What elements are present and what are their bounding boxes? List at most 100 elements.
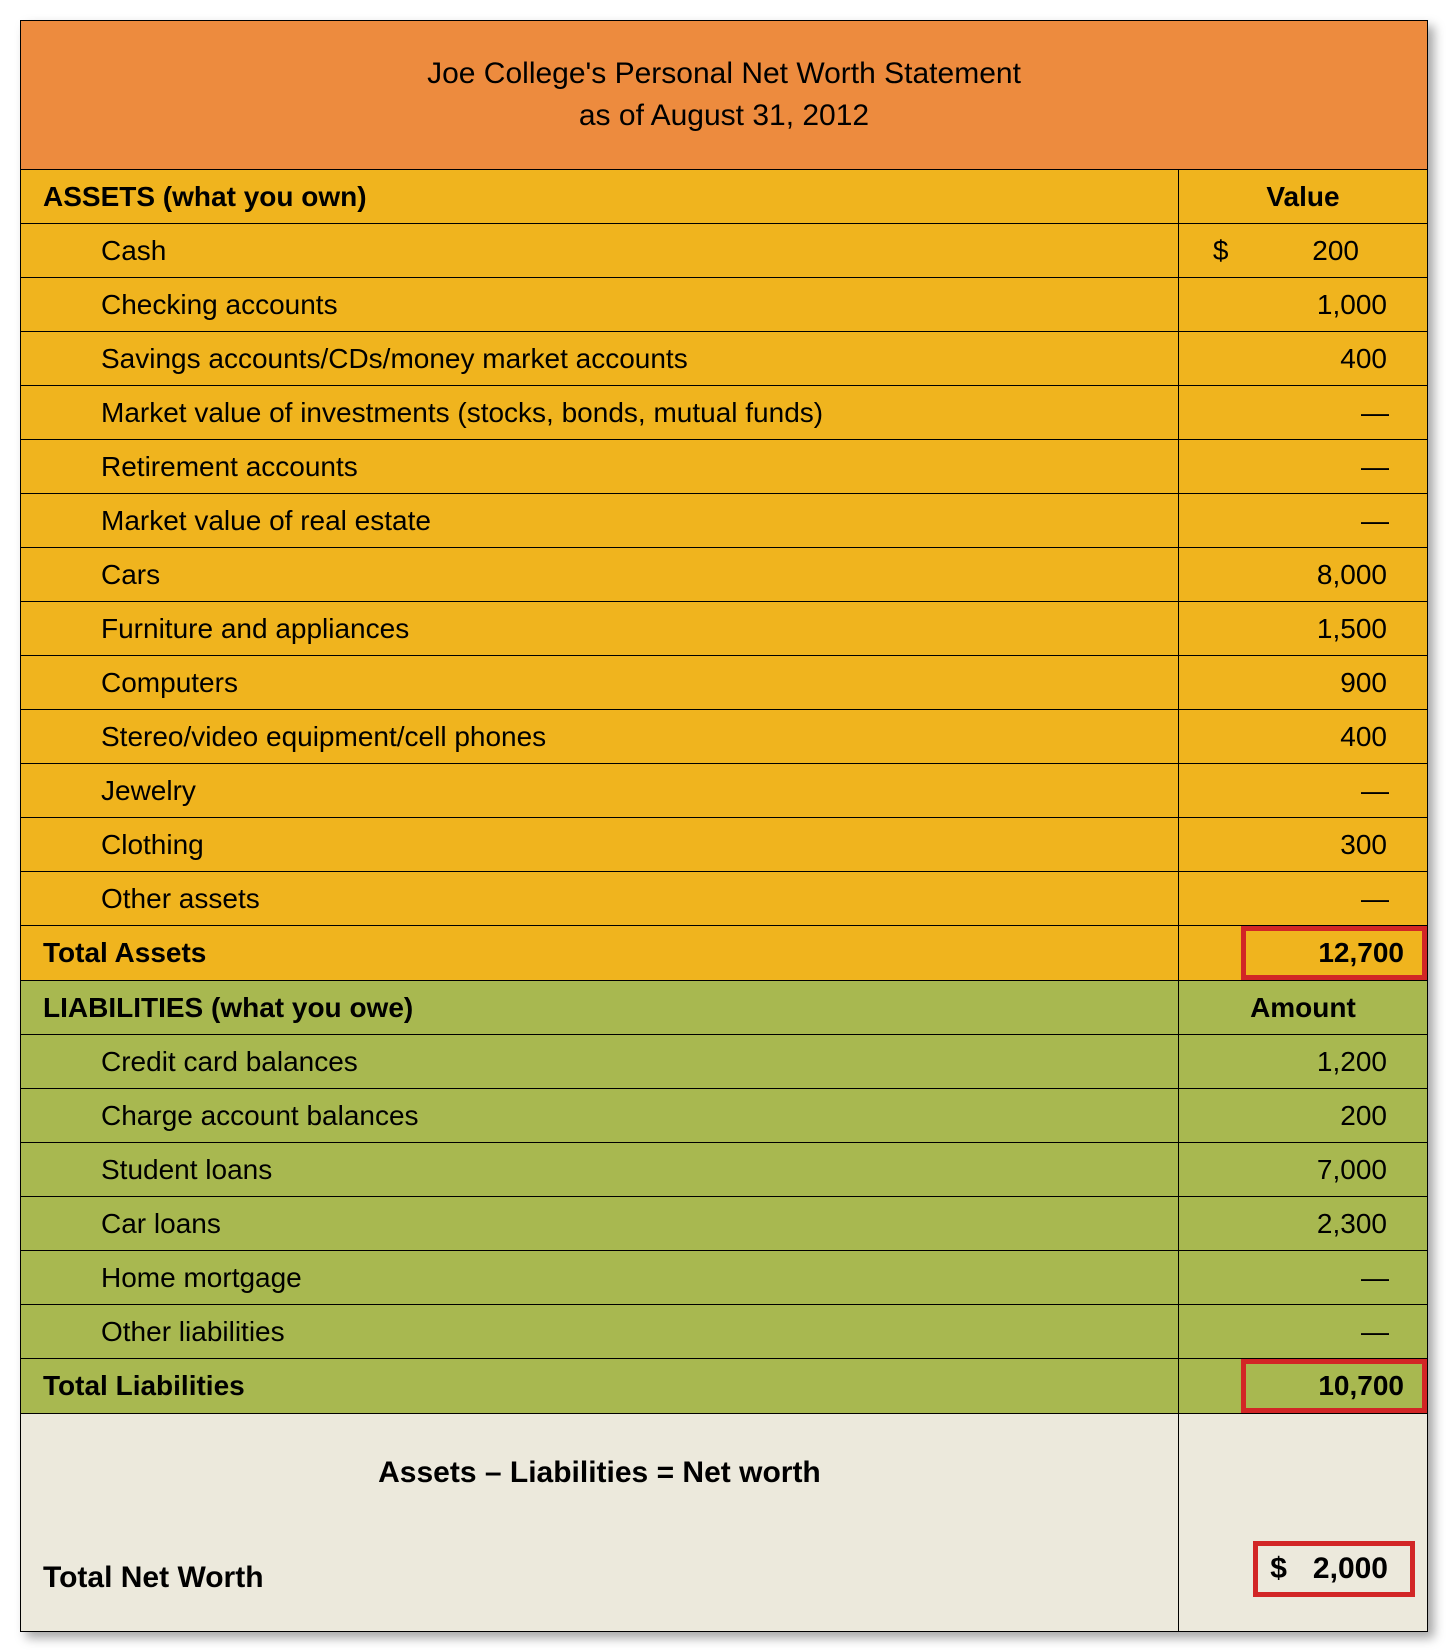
asset-value: 8,000 [1178,548,1427,602]
value-text: — [1287,397,1399,429]
total-assets-row: Total Assets 12,700 [21,926,1428,981]
assets-header-row: ASSETS (what you own) Value [21,170,1428,224]
currency-symbol: $ [1213,235,1229,267]
asset-row: Clothing 300 [21,818,1428,872]
asset-row: Cash$200 [21,224,1428,278]
liability-label: Home mortgage [21,1251,1179,1305]
liability-row: Car loans 2,300 [21,1197,1428,1251]
asset-value: — [1178,386,1427,440]
value-text: — [1287,451,1399,483]
asset-label: Computers [21,656,1179,710]
asset-row: Retirement accounts — [21,440,1428,494]
value-text: — [1287,1316,1399,1348]
value-text: 400 [1287,721,1399,753]
liability-row: Charge account balances 200 [21,1089,1428,1143]
value-text: 2,300 [1287,1208,1399,1240]
total-liabilities-value: 10,700 [1241,1359,1427,1413]
liability-value: 2,300 [1178,1197,1427,1251]
value-text: 1,200 [1287,1046,1399,1078]
asset-row: Savings accounts/CDs/money market accoun… [21,332,1428,386]
asset-row: Jewelry — [21,764,1428,818]
asset-label: Jewelry [21,764,1179,818]
asset-label: Savings accounts/CDs/money market accoun… [21,332,1179,386]
value-text: 1,500 [1287,613,1399,645]
statement-title: Joe College's Personal Net Worth Stateme… [21,21,1428,170]
value-text: 400 [1287,343,1399,375]
liability-label: Other liabilities [21,1305,1179,1359]
value-text: 900 [1287,667,1399,699]
liability-value: 7,000 [1178,1143,1427,1197]
asset-value: — [1178,872,1427,926]
total-liabilities-value-cell: 10,700 [1178,1359,1427,1414]
asset-row: Checking accounts1,000 [21,278,1428,332]
asset-value: 900 [1178,656,1427,710]
liability-row: Other liabilities — [21,1305,1428,1359]
net-worth-currency: $ [1270,1552,1287,1586]
net-worth-value-box: $ 2,000 [1253,1541,1415,1597]
asset-value: 300 [1178,818,1427,872]
title-line-2: as of August 31, 2012 [21,95,1427,137]
title-row: Joe College's Personal Net Worth Stateme… [21,21,1428,170]
asset-row: Market value of real estate — [21,494,1428,548]
asset-row: Other assets — [21,872,1428,926]
net-worth-row: Assets – Liabilities = Net worth Total N… [21,1414,1428,1632]
net-worth-total-label: Total Net Worth [43,1561,264,1595]
liability-row: Credit card balances 1,200 [21,1035,1428,1089]
liability-value: 200 [1178,1089,1427,1143]
value-text: 8,000 [1287,559,1399,591]
total-assets-value-cell: 12,700 [1178,926,1427,981]
asset-value: 400 [1178,710,1427,764]
liability-row: Home mortgage — [21,1251,1428,1305]
net-worth-formula: Assets – Liabilities = Net worth [21,1456,1178,1490]
asset-label: Furniture and appliances [21,602,1179,656]
asset-label: Other assets [21,872,1179,926]
asset-value: 1,000 [1178,278,1427,332]
net-worth-value: 2,000 [1313,1552,1388,1586]
net-worth-left: Assets – Liabilities = Net worth Total N… [21,1414,1179,1632]
value-text: — [1287,505,1399,537]
asset-value: $200 [1178,224,1427,278]
value-text: 200 [1312,235,1359,267]
assets-value-header: Value [1178,170,1427,224]
value-text: — [1287,883,1399,915]
liability-value: 1,200 [1178,1035,1427,1089]
asset-label: Stereo/video equipment/cell phones [21,710,1179,764]
asset-value: 400 [1178,332,1427,386]
value-text: — [1287,775,1399,807]
asset-value: — [1178,494,1427,548]
title-line-1: Joe College's Personal Net Worth Stateme… [21,53,1427,95]
liability-value: — [1178,1251,1427,1305]
asset-row: Cars 8,000 [21,548,1428,602]
value-text: 7,000 [1287,1154,1399,1186]
asset-label: Cars [21,548,1179,602]
asset-label: Market value of real estate [21,494,1179,548]
asset-row: Market value of investments (stocks, bon… [21,386,1428,440]
asset-label: Clothing [21,818,1179,872]
total-liabilities-label: Total Liabilities [21,1359,1179,1414]
liability-label: Charge account balances [21,1089,1179,1143]
liability-value: — [1178,1305,1427,1359]
asset-row: Stereo/video equipment/cell phones 400 [21,710,1428,764]
total-assets-label: Total Assets [21,926,1179,981]
asset-label: Retirement accounts [21,440,1179,494]
value-text: 300 [1287,829,1399,861]
value-text: 200 [1287,1100,1399,1132]
liabilities-header-row: LIABILITIES (what you owe) Amount [21,981,1428,1035]
liabilities-header-label: LIABILITIES (what you owe) [21,981,1179,1035]
total-assets-value: 12,700 [1241,926,1427,980]
asset-label: Market value of investments (stocks, bon… [21,386,1179,440]
asset-label: Checking accounts [21,278,1179,332]
assets-header-label: ASSETS (what you own) [21,170,1179,224]
net-worth-statement: Joe College's Personal Net Worth Stateme… [20,20,1428,1632]
liabilities-value-header: Amount [1178,981,1427,1035]
net-worth-value-cell: $ 2,000 [1178,1414,1427,1632]
value-text: — [1287,1262,1399,1294]
liability-row: Student loans 7,000 [21,1143,1428,1197]
liability-label: Credit card balances [21,1035,1179,1089]
asset-value: 1,500 [1178,602,1427,656]
liability-label: Car loans [21,1197,1179,1251]
liability-label: Student loans [21,1143,1179,1197]
asset-label: Cash [21,224,1179,278]
asset-row: Furniture and appliances 1,500 [21,602,1428,656]
asset-value: — [1178,764,1427,818]
